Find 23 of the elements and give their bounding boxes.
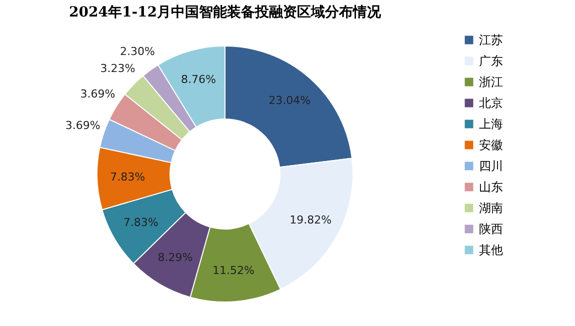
data-label: 2.30%	[120, 45, 155, 58]
legend-label: 陕西	[479, 222, 503, 236]
data-label: 3.69%	[80, 88, 116, 101]
data-label: 7.83%	[123, 216, 158, 230]
legend-label: 江苏	[479, 33, 503, 47]
legend-label: 山东	[479, 180, 503, 194]
chart-title: 2024年1-12月中国智能装备投融资区域分布情况	[69, 4, 382, 21]
legend-label: 北京	[479, 96, 503, 110]
data-label: 8.29%	[158, 250, 193, 264]
data-label: 3.23%	[100, 62, 136, 76]
data-label: 8.76%	[181, 73, 216, 86]
legend-label: 四川	[479, 159, 503, 173]
data-label: 11.52%	[212, 264, 254, 278]
legend-label: 上海	[479, 117, 503, 131]
legend-label: 广东	[479, 54, 503, 68]
legend-label: 安徽	[479, 138, 503, 152]
data-label: 7.83%	[110, 170, 146, 184]
legend-label: 浙江	[479, 75, 503, 89]
data-label: 3.69%	[65, 119, 100, 132]
data-label: 23.04%	[268, 94, 311, 107]
legend-label: 其他	[479, 243, 503, 257]
legend-label: 湖南	[479, 201, 503, 215]
data-label: 19.82%	[290, 214, 332, 227]
